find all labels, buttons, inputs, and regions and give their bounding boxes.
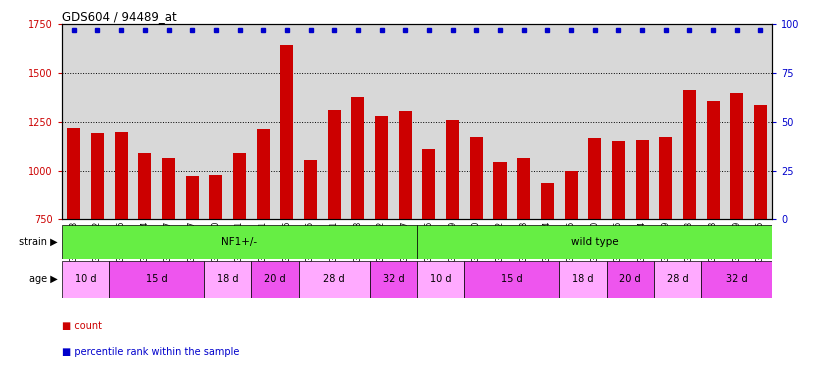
Bar (564, 171, 577, 219)
Text: wild type: wild type (571, 237, 619, 247)
Text: 18 d: 18 d (217, 274, 239, 284)
Bar (91, 133, 104, 219)
Bar (257, 129, 270, 219)
Bar (299, 261, 370, 298)
Bar (62, 225, 417, 259)
Text: 10 d: 10 d (430, 274, 452, 284)
Bar (541, 183, 554, 219)
Bar (706, 101, 719, 219)
Bar (606, 261, 654, 298)
Bar (233, 153, 246, 219)
Bar (517, 158, 530, 219)
Text: strain ▶: strain ▶ (19, 237, 58, 247)
Text: ■ percentile rank within the sample: ■ percentile rank within the sample (62, 347, 240, 357)
Bar (446, 120, 459, 219)
Bar (370, 261, 417, 298)
Bar (109, 261, 204, 298)
Text: 10 d: 10 d (75, 274, 97, 284)
Bar (654, 261, 701, 298)
Bar (659, 138, 672, 219)
Text: 15 d: 15 d (501, 274, 523, 284)
Text: 20 d: 20 d (264, 274, 286, 284)
Bar (683, 90, 696, 219)
Bar (701, 261, 772, 298)
Bar (417, 225, 772, 259)
Bar (209, 174, 222, 219)
Bar (470, 136, 483, 219)
Bar (730, 93, 743, 219)
Text: 15 d: 15 d (146, 274, 168, 284)
Bar (493, 162, 506, 219)
Bar (280, 45, 293, 219)
Bar (375, 116, 388, 219)
Bar (186, 177, 199, 219)
Text: 18 d: 18 d (572, 274, 594, 284)
Bar (328, 110, 341, 219)
Bar (304, 160, 317, 219)
Bar (115, 132, 128, 219)
Text: 28 d: 28 d (667, 274, 688, 284)
Text: 20 d: 20 d (620, 274, 641, 284)
Bar (635, 140, 648, 219)
Bar (612, 141, 625, 219)
Bar (351, 96, 364, 219)
Bar (251, 261, 299, 298)
Bar (417, 261, 464, 298)
Bar (62, 261, 109, 298)
Text: 32 d: 32 d (382, 274, 404, 284)
Bar (67, 128, 80, 219)
Text: NF1+/-: NF1+/- (221, 237, 258, 247)
Text: 32 d: 32 d (726, 274, 748, 284)
Text: GDS604 / 94489_at: GDS604 / 94489_at (62, 10, 177, 23)
Text: 28 d: 28 d (324, 274, 345, 284)
Bar (464, 261, 559, 298)
Bar (588, 138, 601, 219)
Bar (559, 261, 606, 298)
Bar (138, 153, 151, 219)
Bar (422, 149, 435, 219)
Bar (204, 261, 251, 298)
Text: ■ count: ■ count (62, 321, 102, 331)
Bar (399, 111, 412, 219)
Bar (754, 105, 767, 219)
Bar (162, 158, 175, 219)
Text: age ▶: age ▶ (29, 274, 58, 284)
